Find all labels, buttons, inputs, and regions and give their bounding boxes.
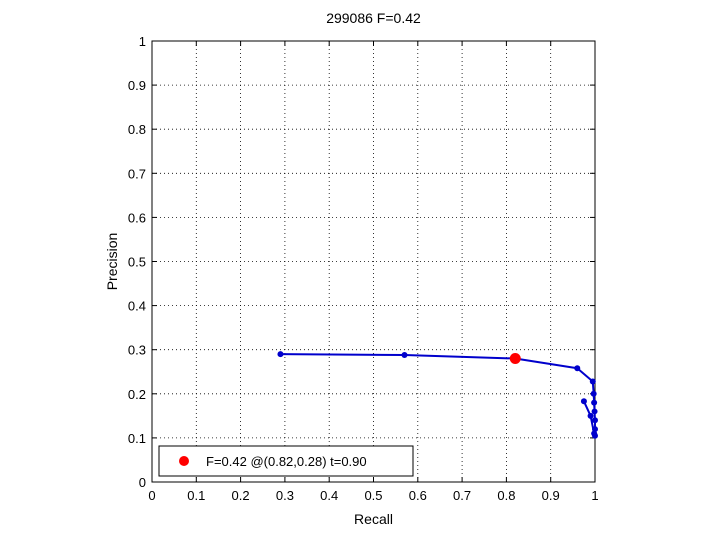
series-point xyxy=(592,417,598,424)
y-tick-label: 0.2 xyxy=(128,387,146,402)
series-polyline xyxy=(280,353,596,437)
series-point xyxy=(574,365,581,372)
legend-label: F=0.42 @(0.82,0.28) t=0.90 xyxy=(206,454,367,469)
y-tick-label: 0.3 xyxy=(128,343,146,358)
x-tick-label: 0.2 xyxy=(232,488,250,503)
x-tick-label: 0.9 xyxy=(542,488,560,503)
series-point xyxy=(590,390,597,397)
series-line xyxy=(277,351,598,439)
y-tick-label: 0.6 xyxy=(128,210,146,225)
y-tick-label: 1 xyxy=(139,34,146,49)
x-tick-label: 0.7 xyxy=(453,488,471,503)
series-point xyxy=(589,378,596,385)
series-point xyxy=(277,351,284,358)
y-tick-label: 0.9 xyxy=(128,78,146,93)
series-point xyxy=(591,430,598,437)
x-tick-label: 0.5 xyxy=(364,488,382,503)
y-tick-label: 0.8 xyxy=(128,122,146,137)
x-axis-title: Recall xyxy=(354,511,393,527)
legend-box xyxy=(158,445,414,477)
y-tick-label: 0.4 xyxy=(128,299,146,314)
legend-marker xyxy=(179,456,189,466)
x-tick-label: 0 xyxy=(148,488,155,503)
series-point xyxy=(401,351,408,358)
y-axis-title: Precision xyxy=(104,233,120,291)
grid xyxy=(152,41,595,482)
series-point xyxy=(591,399,598,406)
best-point-group xyxy=(509,353,521,365)
y-tick-label: 0.1 xyxy=(128,431,146,446)
x-tick-label: 0.8 xyxy=(497,488,515,503)
chart-title: 299086 F=0.42 xyxy=(326,10,421,26)
y-tick-label: 0.5 xyxy=(128,255,146,270)
axis-ticks: 0 0.1 0.2 0.3 0.4 0.5 0.6 0.7 0.8 0.9 1 0 0.1 0.2 0.3 0… xyxy=(128,34,599,503)
y-tick-label: 0 xyxy=(139,475,146,490)
y-tick-label: 0.7 xyxy=(128,166,146,181)
series-point xyxy=(591,408,598,415)
series-point xyxy=(587,412,594,419)
x-tick-label: 0.6 xyxy=(409,488,427,503)
x-tick-label: 1 xyxy=(591,488,598,503)
x-tick-label: 0.3 xyxy=(276,488,294,503)
series-point xyxy=(580,398,587,405)
best-point-marker xyxy=(509,353,521,365)
legend: F=0.42 @(0.82,0.28) t=0.90 xyxy=(158,445,414,477)
x-tick-label: 0.4 xyxy=(320,488,338,503)
x-tick-label: 0.1 xyxy=(187,488,205,503)
